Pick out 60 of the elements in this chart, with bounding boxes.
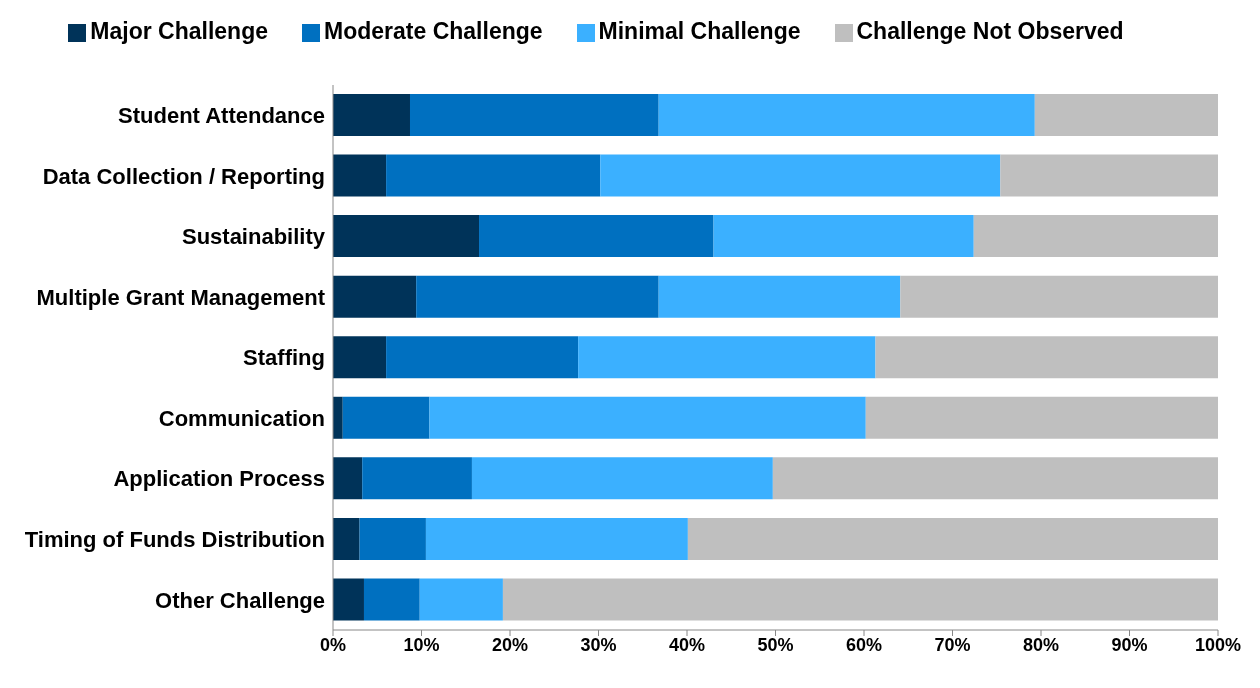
bar — [900, 275, 1218, 318]
y-tick-label: Timing of Funds Distribution — [24, 526, 325, 552]
bar — [342, 396, 430, 439]
bar — [362, 457, 472, 500]
bar — [1034, 94, 1218, 136]
bar — [658, 275, 901, 318]
y-tick-label: Multiple Grant Management — [36, 284, 326, 310]
y-tick-label: Communication — [158, 405, 325, 431]
legend-label: Challenge Not Observed — [856, 18, 1124, 44]
bar — [713, 215, 974, 258]
x-tick-label: 80% — [1022, 634, 1060, 655]
bar — [875, 336, 1218, 379]
legend-label: Moderate Challenge — [324, 18, 543, 44]
x-tick-label: 60% — [845, 634, 883, 655]
x-tick-label: 40% — [668, 634, 706, 655]
y-tick-label: Student Attendance — [118, 103, 325, 129]
bar — [333, 396, 343, 439]
bar — [578, 336, 876, 379]
bar — [973, 215, 1218, 258]
bar — [1000, 154, 1218, 197]
x-tick-label: 20% — [491, 634, 529, 655]
bar — [410, 94, 659, 136]
x-tick-label: 50% — [757, 634, 794, 655]
bar — [502, 578, 1218, 621]
x-tick-label: 10% — [403, 634, 440, 655]
bar — [429, 396, 866, 439]
y-tick-label: Application Process — [113, 466, 325, 492]
bar — [333, 94, 410, 136]
bar — [425, 517, 688, 560]
bar — [359, 517, 426, 560]
y-tick-label: Data Collection / Reporting — [42, 163, 325, 189]
bar — [333, 154, 387, 197]
bar — [333, 215, 480, 258]
bar — [333, 517, 360, 560]
bar — [658, 94, 1035, 136]
y-tick-label: Staffing — [243, 345, 325, 371]
x-tick-label: 70% — [934, 634, 971, 655]
bar — [772, 457, 1218, 500]
bar — [419, 578, 503, 621]
bar — [333, 578, 364, 621]
bar — [333, 457, 363, 500]
bar — [687, 517, 1218, 560]
bar — [865, 396, 1218, 439]
bar — [600, 154, 1001, 197]
bar — [333, 336, 387, 379]
x-tick-label: 30% — [580, 634, 617, 655]
bar — [386, 336, 579, 379]
bar — [479, 215, 714, 258]
y-tick-label: Sustainability — [181, 224, 326, 250]
legend-label: Minimal Challenge — [598, 18, 801, 44]
x-tick-label: 0% — [319, 634, 347, 655]
bar — [386, 154, 601, 197]
y-tick-label: Other Challenge — [155, 587, 325, 613]
bar — [333, 275, 417, 318]
x-tick-label: 100% — [1194, 634, 1242, 655]
bar — [471, 457, 773, 500]
legend-label: Major Challenge — [90, 18, 269, 44]
bar — [416, 275, 659, 318]
x-tick-label: 90% — [1111, 634, 1148, 655]
bar — [363, 578, 420, 621]
